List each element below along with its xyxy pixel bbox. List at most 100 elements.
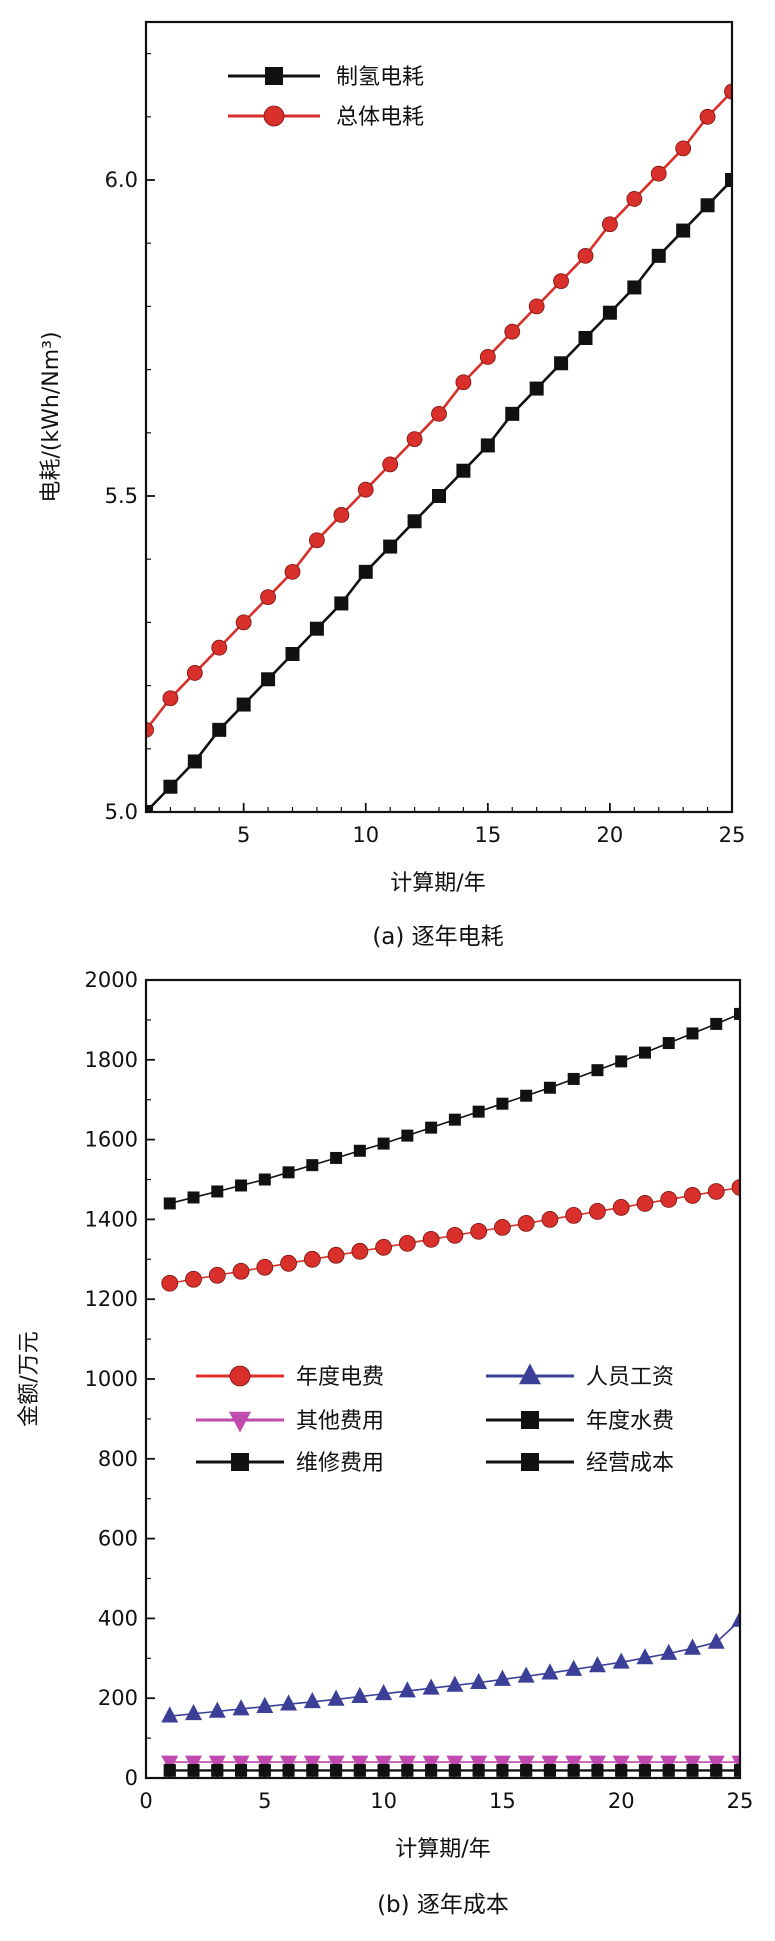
- chart-b-series-0-point: [541, 1211, 559, 1228]
- chart-b-series-0-point: [351, 1242, 369, 1260]
- chart-b-series-5-point: [710, 1017, 723, 1030]
- chart-a-series-0-point: [725, 173, 732, 187]
- chart-a-xtick-label: 10: [352, 823, 379, 847]
- chart-b-series-4-point: [163, 1764, 176, 1777]
- chart-b-ytick-label: 2000: [85, 968, 138, 992]
- chart-b-ytick-label: 200: [98, 1686, 138, 1710]
- chart-b-series-2-point: [493, 1755, 511, 1772]
- chart-a-legend-item: 制氢电耗: [228, 65, 424, 90]
- chart-a-legend-marker: [263, 105, 285, 127]
- chart-b-series-1-point: [161, 1706, 179, 1723]
- chart-b-series-2-point: [541, 1755, 559, 1772]
- chart-b-series-5-point: [353, 1144, 366, 1157]
- chart-b-series-0-point: [256, 1258, 274, 1276]
- chart-a-xtick-label: 15: [474, 823, 501, 847]
- chart-a-series-0-point: [334, 596, 349, 611]
- chart-a-series-1-point: [602, 216, 618, 233]
- chart-a-series-group: [146, 83, 732, 812]
- chart-b-series-2-point: [185, 1755, 203, 1772]
- chart-b-legend-item: 年度电费: [196, 1365, 384, 1390]
- chart-b: 0 5 10 15 20 25 0 200 400 600 800 1000 1200 1400 1600 1…: [17, 968, 753, 1918]
- chart-a-series-0-point: [383, 539, 398, 554]
- chart-b-series-5-point: [401, 1129, 414, 1142]
- chart-b-series-5-point: [330, 1151, 343, 1164]
- chart-b-series-0-point: [280, 1254, 297, 1272]
- chart-a-series-0-point: [578, 331, 593, 345]
- chart-b-series-1-point: [683, 1638, 701, 1655]
- chart-a-series-0-point: [480, 438, 495, 453]
- chart-b-series-2-point: [588, 1755, 606, 1772]
- chart-b-legend-marker: [519, 1363, 541, 1385]
- chart-a-series-0-point: [285, 647, 300, 661]
- chart-a-series-1-point: [260, 589, 276, 606]
- chart-b-series-0-point: [660, 1191, 678, 1208]
- chart-b-series-0-point: [303, 1250, 321, 1268]
- chart-b-series-1-point: [185, 1703, 203, 1721]
- chart-b-series-5-point: [686, 1027, 699, 1040]
- chart-b-xtick-label: 20: [608, 1789, 635, 1813]
- chart-b-xtick-label: 5: [258, 1789, 271, 1813]
- chart-b-legend-label: 维修费用: [296, 1451, 384, 1476]
- chart-b-series-group: [161, 1007, 740, 1777]
- chart-b-series-1-point: [375, 1684, 393, 1701]
- chart-a-series-1-point: [146, 721, 154, 738]
- chart-a-series-1-point: [724, 83, 732, 100]
- chart-a-series-1-point: [284, 563, 301, 580]
- chart-a-series-1-point: [528, 298, 545, 315]
- chart-b-series-4-point: [472, 1764, 485, 1777]
- chart-b-series-0-point: [731, 1179, 740, 1196]
- chart-b-ylabel: 金额/万元: [17, 1331, 42, 1426]
- chart-a-legend-label: 总体电耗: [336, 105, 424, 130]
- chart-a-series-0-point: [651, 248, 666, 263]
- chart-b-series-5-point: [211, 1185, 224, 1198]
- chart-b-series-0-point: [517, 1214, 535, 1232]
- chart-b-series-2-point: [256, 1755, 274, 1772]
- chart-a-series-1-point: [333, 507, 350, 523]
- chart-b-series-4-point: [306, 1764, 319, 1777]
- chart-b-series-4-point: [330, 1764, 343, 1777]
- chart-a-series-1-point: [406, 431, 423, 448]
- chart-b-series-5-point: [734, 1007, 740, 1020]
- chart-b-ytick-label: 1200: [85, 1287, 138, 1311]
- chart-b-series-1-point: [731, 1610, 740, 1627]
- chart-b-series-1-point: [256, 1696, 274, 1713]
- chart-a-series-1-point: [309, 532, 325, 549]
- chart-b-series-5-point: [306, 1159, 319, 1172]
- chart-b-series-5-point: [235, 1179, 248, 1192]
- chart-b-series-0-point: [493, 1218, 511, 1236]
- chart-b-series-5: [163, 1007, 740, 1210]
- chart-b-series-1-point: [588, 1656, 606, 1673]
- chart-a-series-0-point: [358, 564, 373, 579]
- chart-b-series-4-point: [235, 1764, 248, 1777]
- chart-b-legend-label: 人员工资: [586, 1365, 674, 1390]
- chart-b-series-2-point: [208, 1755, 226, 1772]
- chart-b-series-2-point: [303, 1755, 321, 1772]
- chart-a-series-1-point: [577, 247, 594, 264]
- chart-a-legend-marker: [265, 67, 283, 85]
- chart-a-axes: 5 10 15 20 25 5.0 5.5 6.0: [105, 52, 745, 847]
- chart-b-series-5-point: [615, 1055, 628, 1068]
- chart-b-series-1-line: [169, 1619, 740, 1717]
- chart-b-series-2-point: [470, 1755, 488, 1772]
- chart-a-series-1-point: [431, 405, 447, 422]
- chart-a-series-0: [146, 173, 732, 812]
- chart-b-series-2-point: [375, 1755, 393, 1772]
- chart-b-series-2-point: [660, 1755, 678, 1772]
- chart-b-series-1-point: [351, 1686, 369, 1703]
- chart-b-series-5-point: [448, 1113, 461, 1126]
- chart-b-legend-marker: [521, 1411, 539, 1429]
- chart-b-series-0-point: [636, 1195, 654, 1212]
- chart-a-series-1-point: [675, 140, 692, 157]
- chart-a-series-1-point: [699, 108, 716, 125]
- chart-b-series-2-point: [636, 1755, 654, 1772]
- chart-b-series-0: [161, 1179, 740, 1292]
- chart-b-legend-label: 年度水费: [586, 1409, 674, 1434]
- chart-b-ytick-label: 1600: [85, 1128, 138, 1152]
- chart-b-series-4-point: [662, 1764, 675, 1777]
- chart-b-series-4-point: [401, 1764, 414, 1777]
- chart-b-series-5-point: [520, 1089, 533, 1102]
- chart-b-series-2-point: [398, 1755, 416, 1772]
- chart-b-series-2-point: [683, 1755, 701, 1772]
- chart-b-series-2-point: [612, 1755, 630, 1772]
